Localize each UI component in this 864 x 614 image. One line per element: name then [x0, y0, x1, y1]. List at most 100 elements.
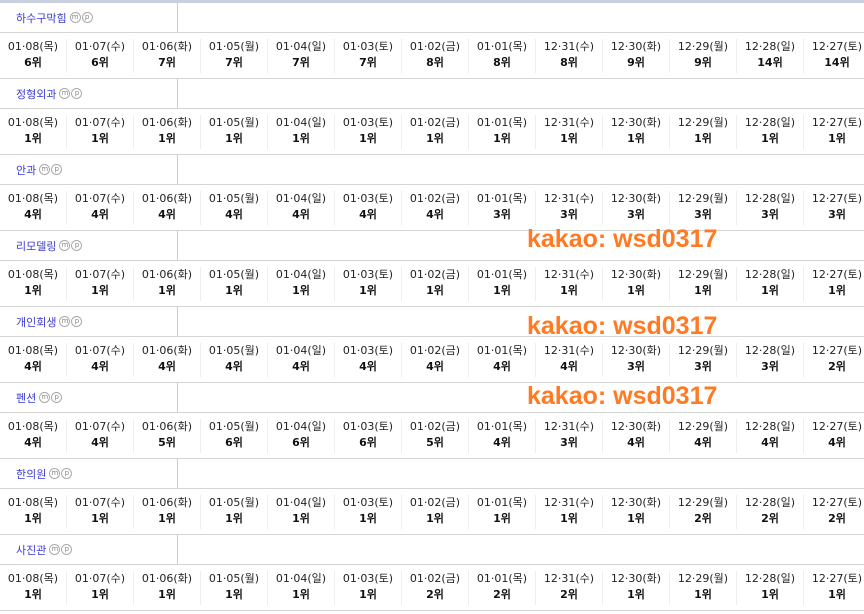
rank-value: 1위 — [91, 587, 109, 601]
rank-value: 2위 — [828, 359, 846, 373]
date-label: 12·28(일) — [744, 571, 796, 585]
rank-cell: 01·04(일) 1위 — [268, 570, 335, 605]
pc-badge-icon[interactable]: p — [71, 240, 83, 251]
keyword-link[interactable]: 개인회생 — [16, 315, 57, 329]
date-label: 12·27(토) — [811, 115, 863, 129]
pc-badge-icon[interactable]: p — [61, 468, 73, 479]
rank-value: 3위 — [627, 207, 645, 221]
rank-cell: 12·30(화) 4위 — [603, 418, 670, 453]
date-label: 12·27(토) — [811, 191, 863, 205]
rank-value: 1위 — [426, 511, 444, 525]
pc-badge-icon[interactable]: p — [61, 544, 73, 555]
rank-value: 4위 — [24, 207, 42, 221]
rank-cell: 01·08(목) 4위 — [0, 190, 67, 225]
rank-row: 01·08(목) 4위 01·07(수) 4위 01·06(화) 4위 01·05(월) 4위… — [0, 337, 864, 383]
date-label: 12·31(수) — [543, 343, 595, 357]
date-label: 12·30(화) — [610, 419, 662, 433]
rank-value: 4위 — [493, 359, 511, 373]
mobile-badge-icon[interactable]: m — [59, 88, 71, 99]
rank-value: 1위 — [828, 283, 846, 297]
rank-cell: 01·05(월) 6위 — [201, 418, 268, 453]
pc-badge-icon[interactable]: p — [51, 164, 63, 175]
rank-cell: 01·01(목) 1위 — [469, 266, 536, 301]
rank-value: 3위 — [694, 359, 712, 373]
rank-cell: 01·04(일) 1위 — [268, 266, 335, 301]
rank-value: 1위 — [560, 283, 578, 297]
rank-cell: 12·30(화) 1위 — [603, 494, 670, 529]
date-label: 01·01(목) — [476, 571, 528, 585]
date-label: 12·28(일) — [744, 191, 796, 205]
mobile-badge-icon[interactable]: m — [69, 12, 81, 23]
date-label: 01·08(목) — [7, 495, 59, 509]
pc-badge-icon[interactable]: p — [71, 316, 83, 327]
rank-value: 1위 — [225, 511, 243, 525]
mobile-badge-icon[interactable]: m — [49, 468, 61, 479]
date-label: 01·07(수) — [74, 571, 126, 585]
keyword-cell: 펜션 m p — [0, 383, 178, 412]
date-label: 01·03(토) — [342, 495, 394, 509]
mobile-badge-icon[interactable]: m — [59, 240, 71, 251]
rank-cell: 12·27(토) 14위 — [804, 39, 864, 73]
rank-cell: 12·31(수) 3위 — [536, 418, 603, 453]
rank-value: 3위 — [560, 207, 578, 221]
keyword-link[interactable]: 하수구막힘 — [16, 11, 67, 25]
keyword-link[interactable]: 안과 — [16, 163, 37, 177]
pc-badge-icon[interactable]: p — [81, 12, 93, 23]
rank-value: 4위 — [828, 435, 846, 449]
keyword-link[interactable]: 펜션 — [16, 391, 37, 405]
date-label: 01·04(일) — [275, 571, 327, 585]
keyword-cell: 리모델링 m p — [0, 231, 178, 260]
keyword-cell: 사진관 m p — [0, 535, 178, 564]
rank-cell: 01·06(화) 1위 — [134, 114, 201, 149]
rank-cell: 12·28(일) 1위 — [737, 114, 804, 149]
keyword-link[interactable]: 정형외과 — [16, 87, 57, 101]
rank-value: 1위 — [158, 131, 176, 145]
rank-cell: 12·27(토) 1위 — [804, 267, 864, 301]
rank-cell: 01·08(목) 1위 — [0, 494, 67, 529]
rank-value: 4위 — [627, 435, 645, 449]
rank-cell: 01·02(금) 4위 — [402, 342, 469, 377]
mobile-badge-icon[interactable]: m — [49, 544, 61, 555]
date-label: 01·05(월) — [208, 571, 260, 585]
date-label: 01·05(월) — [208, 115, 260, 129]
rank-value: 1위 — [158, 283, 176, 297]
rank-cell: 01·03(토) 1위 — [335, 114, 402, 149]
rank-value: 1위 — [91, 283, 109, 297]
rank-value: 1위 — [158, 511, 176, 525]
keyword-cell: 한의원 m p — [0, 459, 178, 488]
date-label: 12·27(토) — [811, 343, 863, 357]
keyword-link[interactable]: 사진관 — [16, 543, 47, 557]
pc-badge-icon[interactable]: p — [71, 88, 83, 99]
date-label: 01·06(화) — [141, 419, 193, 433]
rank-cell: 12·29(월) 4위 — [670, 418, 737, 453]
pc-badge-icon[interactable]: p — [51, 392, 63, 403]
rank-cell: 01·03(토) 1위 — [335, 494, 402, 529]
rank-cell: 12·28(일) 3위 — [737, 190, 804, 225]
date-label: 01·03(토) — [342, 267, 394, 281]
mobile-badge-icon[interactable]: m — [39, 392, 51, 403]
rank-value: 1위 — [225, 587, 243, 601]
rank-cell: 12·30(화) 1위 — [603, 266, 670, 301]
date-label: 01·06(화) — [141, 571, 193, 585]
keyword-header: 한의원 m p — [0, 459, 864, 489]
rank-cell: 01·02(금) 8위 — [402, 38, 469, 73]
date-label: 01·07(수) — [74, 495, 126, 509]
rank-value: 1위 — [24, 283, 42, 297]
watermark: kakao: wsd0317 — [527, 382, 718, 410]
date-label: 12·29(월) — [677, 39, 729, 53]
date-label: 01·07(수) — [74, 39, 126, 53]
date-label: 01·08(목) — [7, 191, 59, 205]
keyword-link[interactable]: 리모델링 — [16, 239, 57, 253]
mobile-badge-icon[interactable]: m — [59, 316, 71, 327]
date-label: 01·06(화) — [141, 343, 193, 357]
keyword-header: 리모델링 m p — [0, 231, 864, 261]
rank-cell: 01·01(목) 4위 — [469, 342, 536, 377]
rank-value: 7위 — [292, 55, 310, 69]
date-label: 01·05(월) — [208, 495, 260, 509]
rank-cell: 01·03(토) 6위 — [335, 418, 402, 453]
rank-cell: 12·31(수) 1위 — [536, 114, 603, 149]
keyword-link[interactable]: 한의원 — [16, 467, 47, 481]
mobile-badge-icon[interactable]: m — [39, 164, 51, 175]
rank-cell: 01·06(화) 5위 — [134, 418, 201, 453]
rank-value: 3위 — [560, 435, 578, 449]
